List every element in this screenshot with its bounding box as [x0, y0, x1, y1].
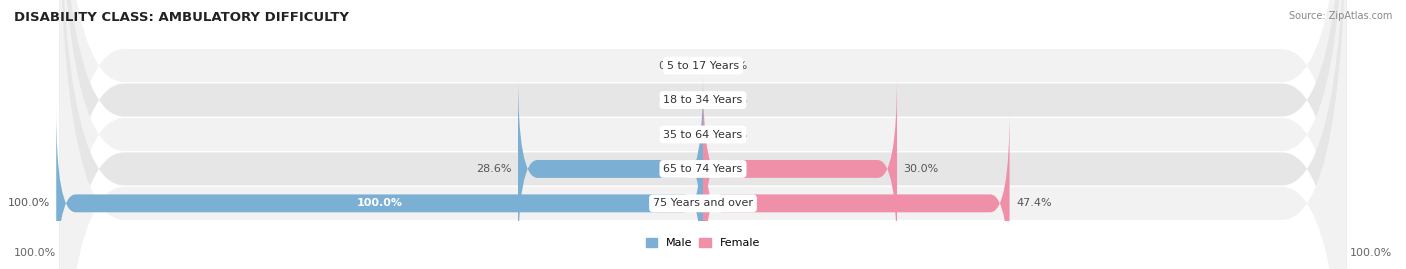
Text: DISABILITY CLASS: AMBULATORY DIFFICULTY: DISABILITY CLASS: AMBULATORY DIFFICULTY [14, 11, 349, 24]
FancyBboxPatch shape [59, 0, 1347, 269]
Text: 30.0%: 30.0% [904, 164, 939, 174]
Text: 5 to 17 Years: 5 to 17 Years [666, 61, 740, 71]
Text: 0.0%: 0.0% [720, 129, 748, 140]
FancyBboxPatch shape [59, 0, 1347, 269]
Text: 75 Years and over: 75 Years and over [652, 198, 754, 208]
Text: 0.0%: 0.0% [720, 95, 748, 105]
Text: 65 to 74 Years: 65 to 74 Years [664, 164, 742, 174]
Text: 100.0%: 100.0% [7, 198, 49, 208]
Text: 0.0%: 0.0% [720, 61, 748, 71]
Text: Source: ZipAtlas.com: Source: ZipAtlas.com [1288, 11, 1392, 21]
Text: 0.0%: 0.0% [658, 61, 688, 71]
FancyBboxPatch shape [59, 0, 1347, 269]
Text: 28.6%: 28.6% [477, 164, 512, 174]
FancyBboxPatch shape [703, 75, 897, 263]
Text: 18 to 34 Years: 18 to 34 Years [664, 95, 742, 105]
FancyBboxPatch shape [59, 0, 1347, 269]
Text: 0.0%: 0.0% [658, 129, 688, 140]
Text: 100.0%: 100.0% [1350, 248, 1392, 258]
Text: 47.4%: 47.4% [1017, 198, 1052, 208]
Text: 0.0%: 0.0% [658, 95, 688, 105]
FancyBboxPatch shape [517, 75, 703, 263]
Legend: Male, Female: Male, Female [641, 233, 765, 253]
Text: 35 to 64 Years: 35 to 64 Years [664, 129, 742, 140]
FancyBboxPatch shape [703, 109, 1010, 269]
FancyBboxPatch shape [59, 0, 1347, 269]
Text: 100.0%: 100.0% [14, 248, 56, 258]
Text: 100.0%: 100.0% [357, 198, 402, 208]
FancyBboxPatch shape [56, 109, 703, 269]
